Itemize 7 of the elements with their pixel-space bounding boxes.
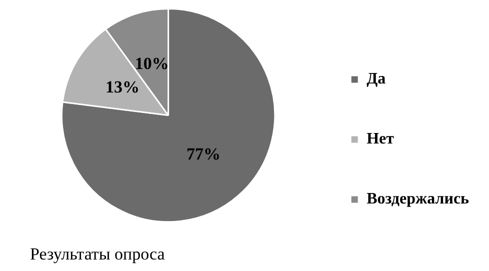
legend-label: Да [366,70,386,88]
data-label: 77% [186,144,221,164]
data-label: 13% [105,78,140,97]
data-label: 10% [134,54,169,74]
legend-label: Воздержались [366,190,470,208]
legend-label: Нет [366,130,394,148]
text: Результаты опроса [30,244,166,264]
